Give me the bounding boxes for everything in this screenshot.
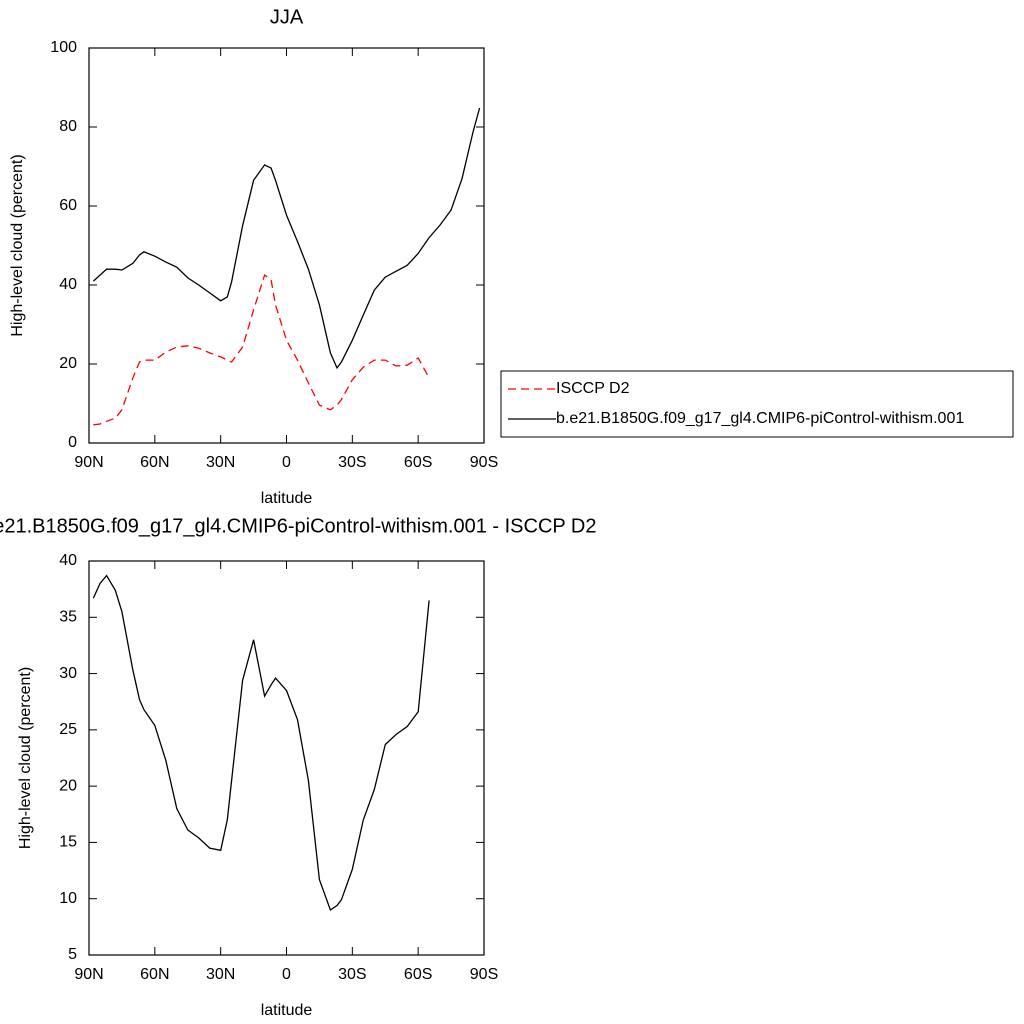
legend-label: ISCCP D2 bbox=[556, 380, 630, 397]
chart-title: JJA bbox=[270, 6, 304, 28]
y-tick-label: 40 bbox=[59, 552, 77, 569]
x-tick-label: 60N bbox=[140, 966, 169, 983]
data-line bbox=[92, 574, 430, 912]
y-tick-label: 35 bbox=[59, 609, 77, 626]
x-axis-label: latitude bbox=[261, 1002, 313, 1019]
y-axis-label: High-level cloud (percent) bbox=[17, 667, 34, 849]
x-tick-label: 90N bbox=[74, 966, 103, 983]
data-line bbox=[92, 107, 481, 370]
y-axis-label: High-level cloud (percent) bbox=[9, 154, 26, 336]
y-tick-label: 30 bbox=[59, 665, 77, 682]
x-tick-label: 30S bbox=[338, 454, 366, 471]
y-tick-label: 20 bbox=[59, 777, 77, 794]
y-tick-label: 5 bbox=[68, 946, 77, 963]
plot-frame bbox=[88, 560, 485, 956]
x-tick-label: 90S bbox=[470, 454, 498, 471]
x-tick-label: 0 bbox=[282, 966, 291, 983]
legend-box bbox=[500, 370, 1014, 438]
y-tick-label: 0 bbox=[68, 434, 77, 451]
y-tick-label: 40 bbox=[59, 276, 77, 293]
x-tick-label: 90N bbox=[74, 454, 103, 471]
chart-title: b.e21.B1850G.f09_g17_gl4.CMIP6-piControl… bbox=[0, 515, 596, 537]
x-tick-label: 30N bbox=[206, 454, 235, 471]
y-tick-label: 15 bbox=[59, 834, 77, 851]
x-tick-label: 60S bbox=[404, 454, 432, 471]
y-tick-label: 20 bbox=[59, 355, 77, 372]
y-tick-label: 10 bbox=[59, 890, 77, 907]
x-tick-label: 0 bbox=[282, 454, 291, 471]
x-tick-label: 30N bbox=[206, 966, 235, 983]
x-tick-label: 90S bbox=[470, 966, 498, 983]
data-line bbox=[93, 274, 430, 426]
x-tick-label: 60N bbox=[140, 454, 169, 471]
y-tick-label: 80 bbox=[59, 118, 77, 135]
x-axis-label: latitude bbox=[261, 490, 313, 507]
y-tick-label: 25 bbox=[59, 721, 77, 738]
x-tick-label: 60S bbox=[404, 966, 432, 983]
y-tick-label: 60 bbox=[59, 197, 77, 214]
legend-label: b.e21.B1850G.f09_g17_gl4.CMIP6-piControl… bbox=[556, 410, 964, 427]
x-tick-label: 30S bbox=[338, 966, 366, 983]
y-tick-label: 100 bbox=[50, 39, 77, 56]
plot-frame bbox=[88, 47, 485, 444]
